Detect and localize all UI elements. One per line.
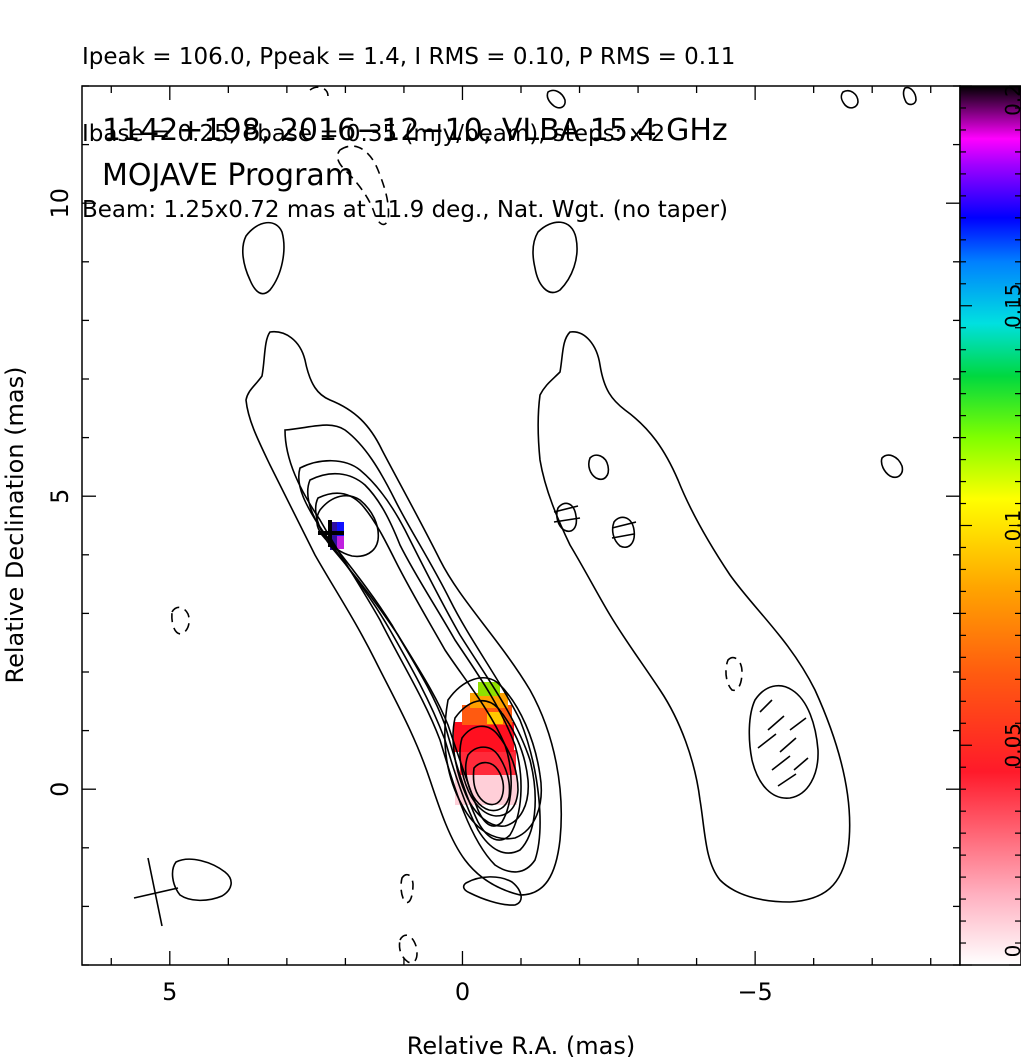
- beam-cross-minor: [133, 887, 179, 899]
- x-tick-label: 0: [455, 978, 470, 1006]
- knot-marker: [318, 520, 344, 547]
- colorbar-tick-label: 0: [1001, 945, 1021, 958]
- x-axis-ticks: 5 0 −5: [110, 86, 932, 1006]
- x-tick-label: −5: [737, 978, 772, 1006]
- negative-contours: [171, 86, 418, 964]
- pol-patch-knot: [330, 522, 344, 550]
- fractional-pol-contours: [532, 86, 917, 903]
- neg-contour-bottom-1: [400, 873, 414, 904]
- x-tick-label: 5: [162, 978, 177, 1006]
- evpa-ticks: [553, 505, 809, 787]
- inner-subtitle: MOJAVE Program: [102, 158, 354, 193]
- rcontour-core: [748, 684, 819, 799]
- colorbar-ticks: 0 0.05 0.1 0.15 0.2: [960, 84, 1021, 966]
- contour-core-9: [464, 746, 511, 812]
- rcontour-top-1: [546, 89, 566, 109]
- contour-5: [314, 492, 512, 827]
- header-text: Ipeak = 106.0, Ppeak = 1.4, I RMS = 0.10…: [82, 0, 735, 249]
- contour-2: [284, 424, 541, 873]
- contour-knot: [316, 494, 380, 558]
- neg-contour-top: [336, 145, 390, 226]
- y-tick-label: 5: [46, 489, 74, 504]
- rcontour-blob-4: [880, 454, 904, 479]
- rneg-contour: [725, 656, 743, 692]
- rcontour-blob-n: [532, 221, 578, 294]
- contour-core-6: [444, 676, 542, 840]
- neg-contour-left: [171, 606, 190, 635]
- contour-core-10: [472, 761, 505, 806]
- y-axis-ticks: 0 5 10: [46, 85, 960, 966]
- rcontour-blob-2: [556, 502, 578, 532]
- rcontour-top-2: [840, 89, 859, 109]
- rcontour-blob-1: [588, 454, 610, 481]
- beam-cross-major: [147, 857, 163, 927]
- header-line-3: Beam: 1.25x0.72 mas at 11.9 deg., Nat. W…: [82, 197, 728, 223]
- contour-south-blob: [462, 876, 522, 906]
- contour-layer: [133, 86, 563, 964]
- colorbar-tick-label: 0.1: [1001, 510, 1021, 542]
- colorbar-tick-label: 0.2: [1001, 84, 1021, 116]
- colorbar-tick-label: 0.05: [1001, 723, 1021, 768]
- colorbar-tick-label: 0.15: [1001, 283, 1021, 328]
- x-axis-label: Relative R.A. (mas): [407, 1032, 635, 1060]
- contour-outer: [245, 331, 563, 896]
- inner-title: 1142+198, 2016−12−10, VLBA 15.4 GHz: [102, 113, 728, 148]
- header-line-2: Ibase = 0.25, Pbase = 0.35 (mJy/beam), s…: [82, 120, 666, 147]
- contour-blob-nw: [241, 221, 285, 295]
- rcontour-outer: [537, 331, 851, 903]
- rcontour-top-3: [902, 86, 917, 106]
- contour-core-7: [452, 699, 530, 827]
- contour-4: [306, 472, 522, 841]
- contour-3: [298, 459, 536, 854]
- y-tick-label: 10: [46, 188, 74, 219]
- y-axis-label: Relative Declination (mas): [1, 366, 29, 683]
- contour-blob-sw: [171, 858, 232, 902]
- rcontour-blob-3: [611, 516, 636, 548]
- neg-contour-topleft: [309, 86, 329, 97]
- plot-frame: [81, 85, 961, 966]
- contour-core-8: [459, 725, 519, 817]
- header-line-1: Ipeak = 106.0, Ppeak = 1.4, I RMS = 0.10…: [82, 44, 736, 70]
- neg-contour-bottom-2: [398, 934, 418, 964]
- y-tick-label: 0: [46, 782, 74, 797]
